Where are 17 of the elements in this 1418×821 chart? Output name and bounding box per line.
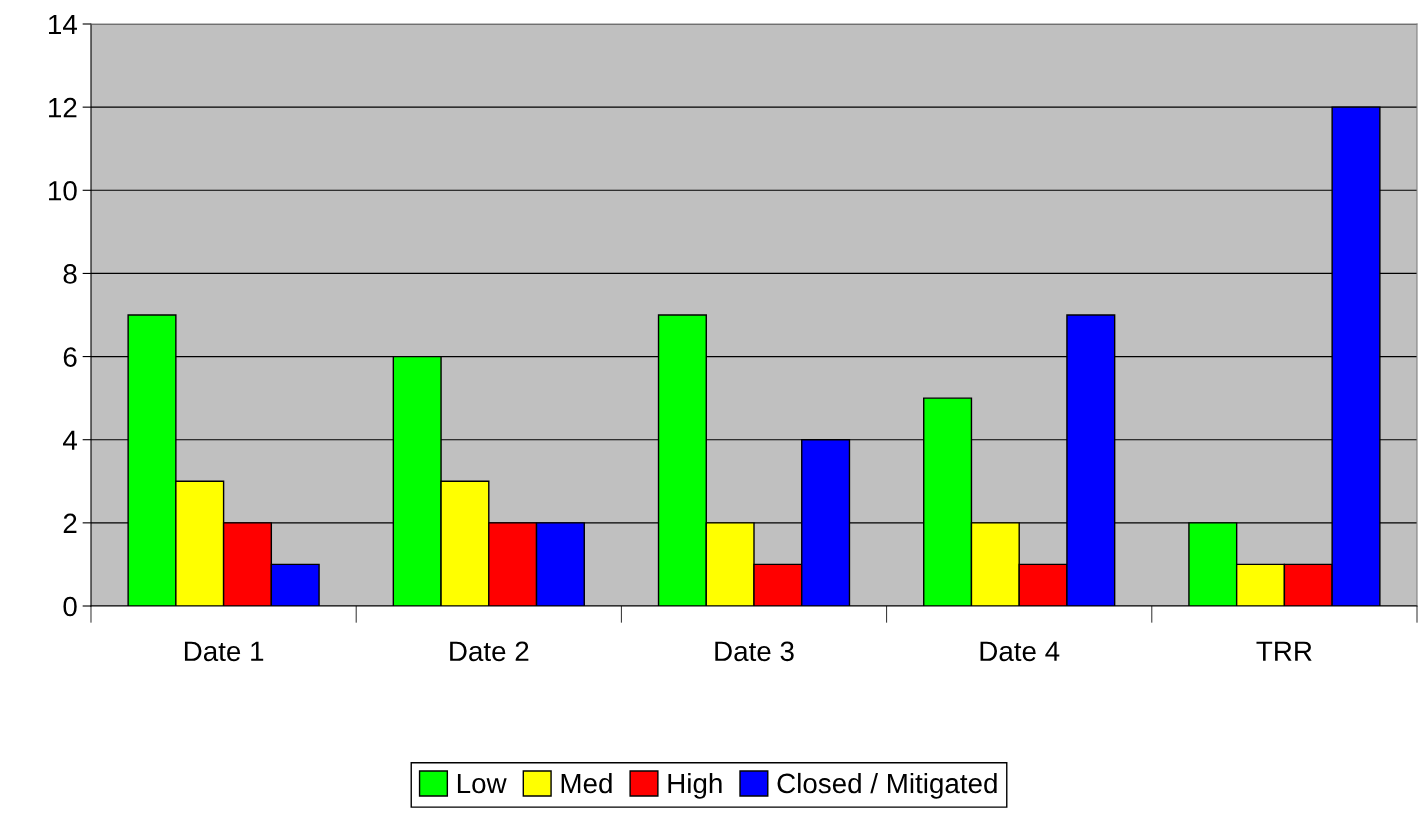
x-tick-label: Date 3 xyxy=(715,641,794,662)
y-tick-label: 14 xyxy=(49,14,77,35)
legend-label: High xyxy=(668,772,722,799)
x-tick-label: TRR xyxy=(1256,641,1312,661)
y-tick-label: 4 xyxy=(63,430,77,450)
y-tick-label: 10 xyxy=(49,180,77,201)
x-tick-label: Date 1 xyxy=(184,641,264,662)
legend-label: Closed / Mitigated xyxy=(777,772,997,799)
legend-label: Med xyxy=(561,772,612,794)
y-tick-label: 6 xyxy=(63,347,77,367)
y-tick-label: 0 xyxy=(63,596,77,617)
y-tick-label: 12 xyxy=(49,97,77,118)
x-tick-label: Date 4 xyxy=(980,641,1060,662)
x-tick-label: Date 2 xyxy=(450,641,529,662)
y-tick-label: 2 xyxy=(63,513,77,533)
y-tick-label: 8 xyxy=(63,264,77,284)
legend-label: Low xyxy=(457,773,507,794)
